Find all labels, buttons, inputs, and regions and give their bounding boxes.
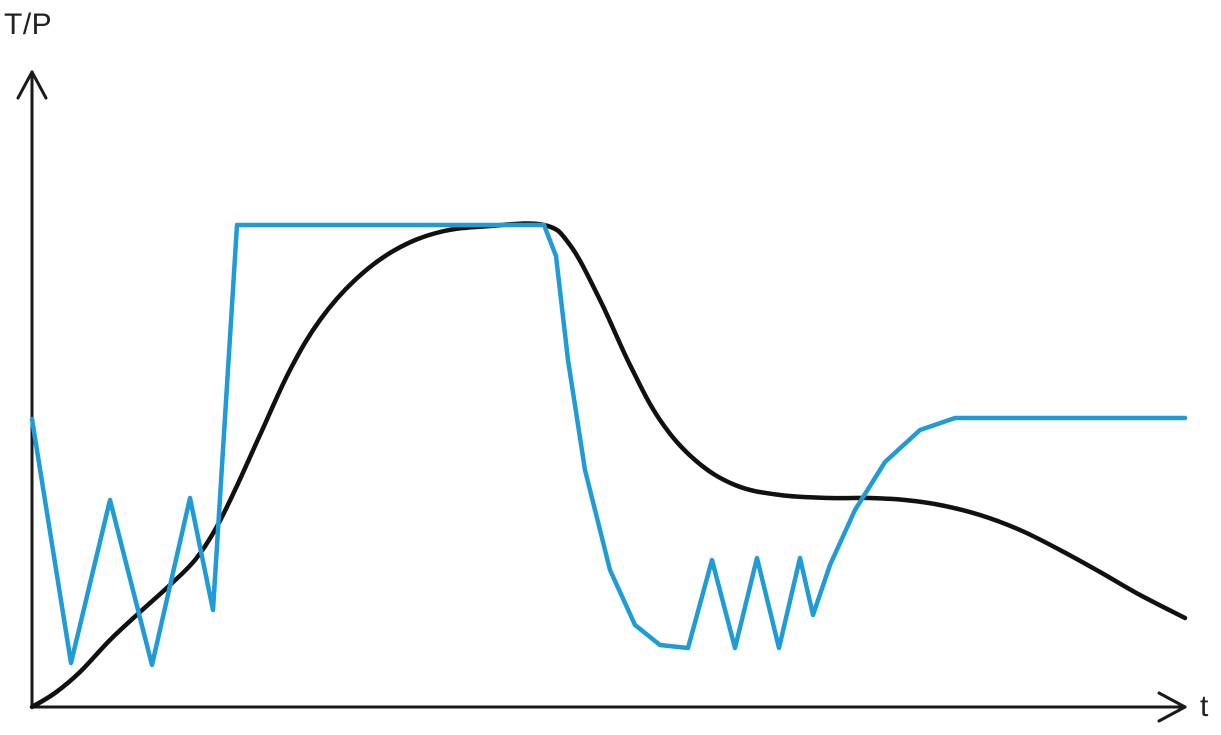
line-chart: T/P t bbox=[0, 0, 1221, 735]
x-axis-label: t bbox=[1200, 690, 1209, 724]
chart-svg bbox=[0, 0, 1221, 735]
series-blue bbox=[32, 225, 1185, 665]
y-axis-label: T/P bbox=[4, 8, 52, 42]
series-black bbox=[32, 223, 1185, 707]
